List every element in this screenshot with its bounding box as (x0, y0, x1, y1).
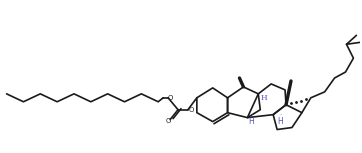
Text: O: O (165, 118, 171, 124)
Text: $\mathdefault{\dot{H}}$: $\mathdefault{\dot{H}}$ (277, 113, 283, 127)
Text: $\mathdefault{\dot{H}}$: $\mathdefault{\dot{H}}$ (248, 113, 255, 127)
Text: O: O (188, 107, 194, 113)
Text: O: O (167, 95, 173, 101)
Text: H: H (261, 94, 268, 102)
